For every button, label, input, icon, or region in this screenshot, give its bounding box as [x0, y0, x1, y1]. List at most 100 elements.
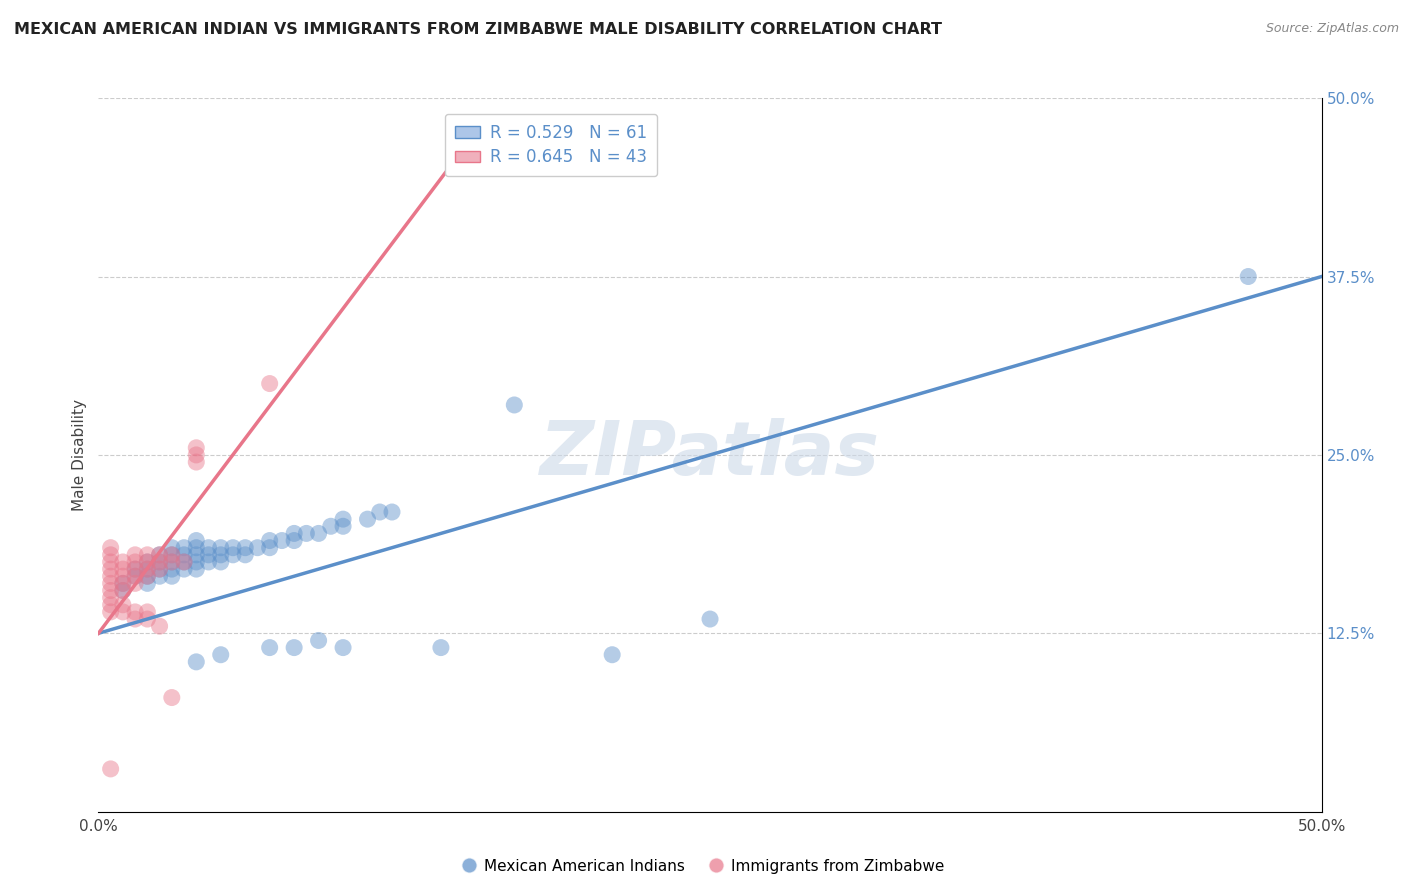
Point: [100, 569, 122, 583]
Point: [270, 533, 294, 548]
Point: [124, 612, 146, 626]
Point: [149, 555, 172, 569]
Point: [100, 576, 122, 591]
Point: [136, 569, 159, 583]
Legend: R = 0.529   N = 61, R = 0.645   N = 43: R = 0.529 N = 61, R = 0.645 N = 43: [444, 113, 657, 177]
Point: [100, 583, 122, 598]
Point: [149, 548, 172, 562]
Point: [600, 648, 623, 662]
Point: [124, 562, 146, 576]
Point: [111, 583, 134, 598]
Text: MEXICAN AMERICAN INDIAN VS IMMIGRANTS FROM ZIMBABWE MALE DISABILITY CORRELATION : MEXICAN AMERICAN INDIAN VS IMMIGRANTS FR…: [14, 22, 942, 37]
Point: [149, 569, 172, 583]
Point: [503, 398, 526, 412]
Point: [295, 526, 318, 541]
Point: [332, 512, 354, 526]
Point: [136, 605, 159, 619]
Point: [186, 548, 208, 562]
Point: [111, 576, 134, 591]
Point: [319, 519, 342, 533]
Point: [136, 562, 159, 576]
Point: [149, 562, 172, 576]
Legend: Mexican American Indians, Immigrants from Zimbabwe: Mexican American Indians, Immigrants fro…: [456, 853, 950, 880]
Point: [222, 541, 245, 555]
Point: [124, 605, 146, 619]
Point: [308, 633, 330, 648]
Point: [100, 562, 122, 576]
Point: [136, 555, 159, 569]
Point: [186, 455, 208, 469]
Point: [160, 541, 183, 555]
Point: [160, 548, 183, 562]
Point: [136, 555, 159, 569]
Point: [136, 562, 159, 576]
Point: [197, 555, 219, 569]
Point: [173, 562, 195, 576]
Point: [356, 512, 378, 526]
Point: [368, 505, 391, 519]
Point: [186, 655, 208, 669]
Point: [259, 640, 281, 655]
Point: [124, 569, 146, 583]
Point: [209, 541, 232, 555]
Point: [111, 569, 134, 583]
Point: [124, 569, 146, 583]
Point: [111, 562, 134, 576]
Point: [100, 541, 122, 555]
Point: [136, 612, 159, 626]
Point: [111, 576, 134, 591]
Point: [173, 555, 195, 569]
Point: [173, 555, 195, 569]
Point: [186, 533, 208, 548]
Point: [283, 526, 305, 541]
Point: [100, 762, 122, 776]
Point: [100, 598, 122, 612]
Point: [160, 569, 183, 583]
Point: [111, 555, 134, 569]
Point: [259, 541, 281, 555]
Point: [111, 605, 134, 619]
Point: [308, 526, 330, 541]
Point: [186, 555, 208, 569]
Point: [111, 598, 134, 612]
Point: [259, 533, 281, 548]
Point: [283, 640, 305, 655]
Point: [136, 576, 159, 591]
Point: [430, 640, 453, 655]
Point: [160, 548, 183, 562]
Point: [197, 541, 219, 555]
Point: [209, 555, 232, 569]
Point: [136, 569, 159, 583]
Point: [209, 548, 232, 562]
Point: [173, 541, 195, 555]
Point: [136, 548, 159, 562]
Point: [332, 519, 354, 533]
Point: [100, 605, 122, 619]
Point: [100, 548, 122, 562]
Point: [124, 548, 146, 562]
Point: [149, 555, 172, 569]
Text: Source: ZipAtlas.com: Source: ZipAtlas.com: [1265, 22, 1399, 36]
Point: [149, 562, 172, 576]
Point: [209, 648, 232, 662]
Point: [100, 591, 122, 605]
Y-axis label: Male Disability: Male Disability: [72, 399, 87, 511]
Point: [1237, 269, 1260, 284]
Point: [186, 541, 208, 555]
Point: [222, 548, 245, 562]
Point: [699, 612, 721, 626]
Point: [173, 548, 195, 562]
Point: [197, 548, 219, 562]
Point: [100, 555, 122, 569]
Point: [233, 541, 256, 555]
Point: [259, 376, 281, 391]
Point: [186, 562, 208, 576]
Point: [381, 505, 404, 519]
Point: [160, 562, 183, 576]
Point: [186, 441, 208, 455]
Point: [111, 583, 134, 598]
Point: [160, 555, 183, 569]
Point: [149, 619, 172, 633]
Point: [283, 533, 305, 548]
Point: [160, 690, 183, 705]
